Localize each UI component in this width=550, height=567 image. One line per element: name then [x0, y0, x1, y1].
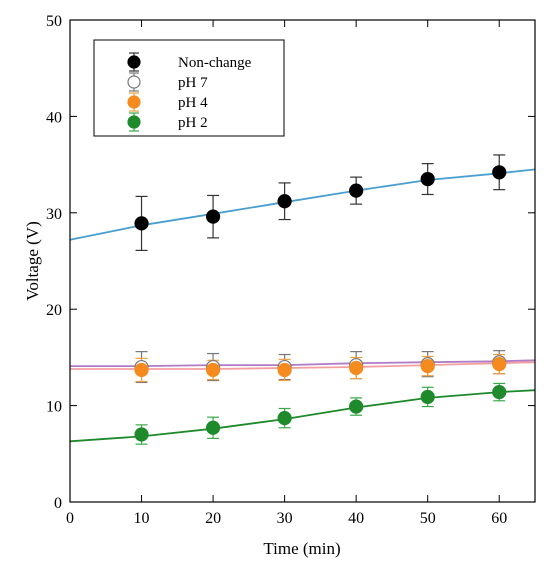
data-point: [349, 399, 364, 414]
x-axis-label: Time (min): [263, 539, 340, 558]
y-tick-label: 10: [46, 399, 62, 416]
data-point: [420, 389, 435, 405]
legend-label: pH 7: [178, 75, 208, 91]
data-point: [349, 183, 364, 198]
data-point: [277, 194, 292, 209]
y-tick-label: 50: [46, 13, 62, 30]
data-point: [492, 385, 507, 400]
data-point: [492, 357, 507, 372]
x-tick-label: 50: [420, 510, 436, 527]
data-point: [492, 165, 507, 180]
y-tick-label: 30: [46, 206, 62, 223]
data-point: [205, 209, 221, 224]
x-tick-label: 40: [348, 510, 364, 527]
fit-line: [70, 359, 536, 367]
legend: Non-change pH 7 pH 4 pH 2: [93, 39, 285, 137]
legend-label: pH 4: [178, 95, 208, 111]
legend-box: [93, 39, 285, 137]
x-tick-label: 30: [277, 510, 293, 527]
x-tick-label: 10: [134, 510, 150, 527]
data-point: [205, 362, 221, 378]
plot-frame: [69, 19, 536, 503]
x-tick-label: 0: [66, 510, 74, 527]
data-point: [134, 216, 149, 231]
x-tick-label: 20: [205, 510, 221, 527]
legend-marker: [127, 55, 141, 69]
fit-line: [69, 389, 536, 443]
data-points: [134, 165, 507, 442]
legend-label: Non-change: [178, 55, 252, 71]
y-tick-label: 0: [54, 495, 62, 512]
data-point: [420, 171, 435, 187]
data-point: [205, 420, 221, 435]
fit-lines: [69, 168, 536, 443]
legend-marker: [127, 115, 141, 129]
y-tick-label: 40: [46, 109, 62, 126]
data-point: [349, 360, 364, 376]
x-tick-label: 60: [491, 510, 507, 527]
fit-line: [70, 361, 536, 370]
y-tick-label: 20: [46, 302, 62, 319]
legend-marker: [127, 95, 141, 109]
x-axis: 0 10 20 30 40 50 60: [66, 20, 507, 527]
data-point: [420, 358, 435, 374]
legend-label: pH 2: [178, 115, 208, 131]
y-axis: 0 10 20 30 40 50: [46, 13, 535, 512]
fit-line: [69, 168, 536, 241]
y-axis-label: Voltage (V): [23, 221, 42, 300]
data-point: [277, 411, 292, 426]
data-point: [134, 362, 149, 378]
data-point: [277, 362, 292, 378]
legend-marker: [127, 75, 141, 89]
data-point: [134, 427, 149, 442]
